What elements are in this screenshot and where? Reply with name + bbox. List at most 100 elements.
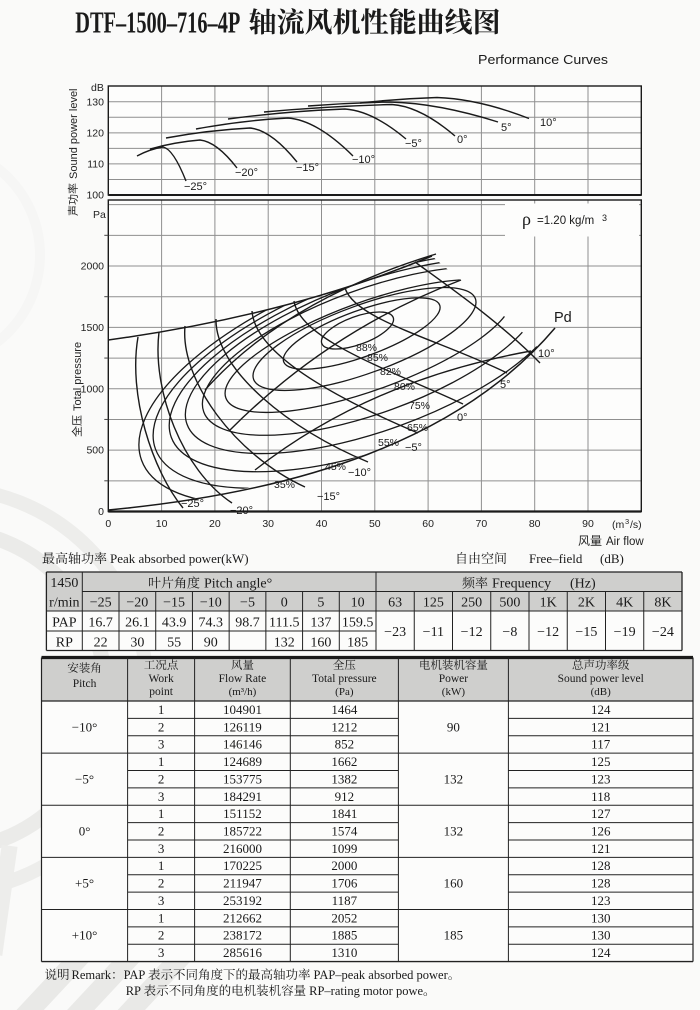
svg-text:10°: 10°	[540, 117, 557, 129]
svg-text:170225: 170225	[223, 858, 262, 873]
svg-text:55%: 55%	[378, 437, 399, 449]
svg-text:127: 127	[591, 806, 611, 821]
svg-text:60: 60	[422, 518, 434, 530]
svg-text:RP–rating motor powe: RP–rating motor powe	[309, 984, 423, 998]
svg-text:3: 3	[158, 893, 165, 908]
svg-text:852: 852	[335, 737, 355, 752]
svg-text:90: 90	[447, 719, 460, 734]
svg-text:120: 120	[86, 127, 104, 139]
svg-text:−12: −12	[461, 625, 483, 640]
svg-text:128: 128	[591, 876, 611, 891]
svg-text:2000: 2000	[81, 261, 105, 273]
svg-text:30: 30	[262, 518, 274, 530]
svg-text:238172: 238172	[223, 928, 262, 943]
svg-text:−5°: −5°	[405, 442, 422, 454]
svg-text:(m: (m	[612, 519, 624, 531]
svg-text:−20°: −20°	[235, 167, 258, 179]
svg-text:−24: −24	[652, 625, 674, 640]
svg-text:−15: −15	[163, 596, 185, 611]
svg-text:3: 3	[158, 789, 165, 804]
svg-text:130: 130	[86, 96, 104, 108]
svg-text:Sound power level: Sound power level	[68, 88, 80, 179]
svg-text:1574: 1574	[331, 824, 358, 839]
svg-text:2K: 2K	[578, 596, 595, 611]
svg-text:132: 132	[444, 824, 464, 839]
svg-text:1000: 1000	[81, 383, 105, 395]
svg-text:100: 100	[86, 190, 104, 202]
svg-text:212662: 212662	[223, 910, 262, 925]
svg-text:85%: 85%	[367, 352, 388, 364]
svg-text:−15°: −15°	[317, 491, 340, 503]
svg-text:123: 123	[591, 893, 611, 908]
svg-text:124: 124	[591, 945, 611, 960]
svg-text:8K: 8K	[654, 596, 671, 611]
svg-text:98.7: 98.7	[235, 616, 260, 631]
svg-text:−5: −5	[240, 596, 255, 611]
svg-text:123: 123	[591, 771, 611, 786]
svg-text:−11: −11	[423, 625, 444, 640]
svg-text:10: 10	[156, 518, 168, 530]
svg-text:(Hz): (Hz)	[570, 577, 596, 592]
svg-text:DTF–1500–716–4P: DTF–1500–716–4P	[75, 5, 240, 40]
svg-text:Sound power level: Sound power level	[558, 673, 644, 685]
svg-text:1099: 1099	[331, 841, 357, 856]
svg-text:151152: 151152	[223, 806, 262, 821]
svg-text:117: 117	[591, 737, 611, 752]
svg-text:Total pressure: Total pressure	[312, 673, 377, 685]
svg-text:159.5: 159.5	[342, 616, 374, 631]
svg-text:82%: 82%	[380, 366, 401, 378]
svg-text:125: 125	[591, 754, 611, 769]
svg-text:dB: dB	[91, 82, 104, 94]
svg-text:Peak absorbed power(kW): Peak absorbed power(kW)	[110, 551, 249, 566]
svg-text:0: 0	[281, 596, 288, 611]
svg-text:45%: 45%	[325, 461, 346, 473]
svg-text:RP: RP	[56, 636, 73, 651]
svg-text:1: 1	[158, 754, 165, 769]
svg-text:1: 1	[158, 806, 165, 821]
svg-text:−15°: −15°	[296, 162, 319, 174]
svg-text:22: 22	[94, 636, 108, 651]
svg-text:80%: 80%	[394, 381, 415, 393]
svg-text:(kW): (kW)	[442, 686, 466, 698]
svg-text:1885: 1885	[331, 928, 357, 943]
svg-text:5°: 5°	[500, 379, 511, 391]
svg-text:111.5: 111.5	[269, 616, 299, 631]
svg-text:0°: 0°	[79, 824, 91, 839]
svg-text:1: 1	[158, 910, 165, 925]
svg-text:160: 160	[310, 636, 331, 651]
svg-text:90: 90	[204, 636, 218, 651]
svg-text:PAP–peak absorbed power: PAP–peak absorbed power	[314, 968, 449, 982]
svg-text:1662: 1662	[331, 754, 357, 769]
svg-text:PAP: PAP	[124, 968, 146, 982]
svg-text:0: 0	[105, 518, 111, 530]
svg-text:63: 63	[388, 596, 402, 611]
svg-text:1: 1	[158, 858, 165, 873]
svg-text:75%: 75%	[409, 400, 430, 412]
svg-text:r/min: r/min	[49, 596, 79, 611]
svg-text:Performance Curves: Performance Curves	[478, 52, 609, 67]
svg-text:1187: 1187	[332, 893, 358, 908]
svg-text:−5°: −5°	[75, 771, 94, 786]
svg-text:74.3: 74.3	[199, 616, 224, 631]
svg-text:132: 132	[444, 771, 464, 786]
svg-text:2: 2	[158, 771, 165, 786]
svg-text:211947: 211947	[223, 876, 262, 891]
svg-text:50: 50	[369, 518, 381, 530]
svg-text:80: 80	[529, 518, 541, 530]
svg-text:55: 55	[167, 636, 181, 651]
svg-text:1K: 1K	[540, 596, 557, 611]
svg-text:128: 128	[591, 858, 611, 873]
svg-text:126: 126	[591, 824, 611, 839]
svg-text:912: 912	[335, 789, 355, 804]
svg-text:Pd: Pd	[554, 310, 572, 326]
svg-text:(Pa): (Pa)	[335, 686, 354, 698]
svg-text:1841: 1841	[331, 806, 357, 821]
svg-text:Air flow: Air flow	[606, 536, 644, 548]
svg-text:Pitch angle°: Pitch angle°	[204, 577, 272, 592]
svg-text:3: 3	[158, 737, 165, 752]
svg-text:3: 3	[602, 213, 607, 223]
svg-text:Work: Work	[148, 673, 174, 685]
svg-text:3: 3	[625, 517, 629, 526]
svg-text:216000: 216000	[223, 841, 262, 856]
svg-text:=1.20 kg/m: =1.20 kg/m	[537, 215, 594, 227]
